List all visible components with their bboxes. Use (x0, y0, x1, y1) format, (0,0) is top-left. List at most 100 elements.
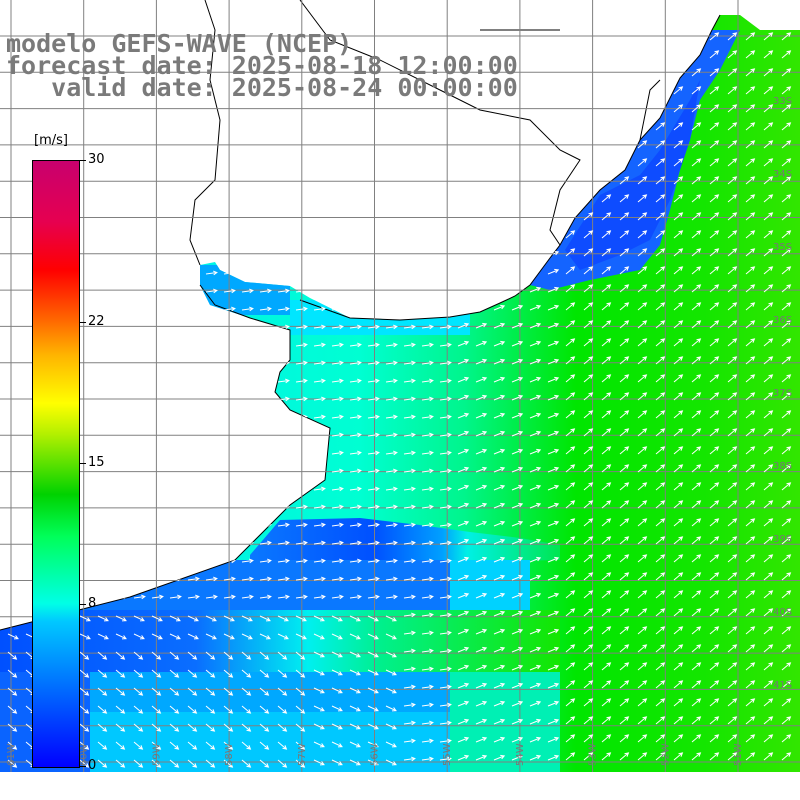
wind-arrow (385, 432, 398, 438)
wind-arrow (331, 162, 344, 168)
wind-arrow (619, 356, 630, 365)
wind-arrow (169, 378, 182, 384)
wind-arrow (655, 158, 666, 167)
wind-arrow (349, 360, 362, 366)
latitude-label: 33S (773, 96, 792, 107)
wind-arrow (475, 736, 488, 743)
wind-arrow (727, 302, 738, 311)
wind-arrow (349, 558, 362, 564)
wind-arrow (493, 556, 506, 563)
wind-arrow (709, 662, 720, 671)
wind-arrow (97, 144, 110, 150)
wind-arrow (421, 576, 434, 582)
wind-arrow (313, 504, 326, 510)
wind-arrow (529, 754, 542, 761)
wind-arrow (655, 212, 666, 221)
wind-arrow (97, 414, 110, 420)
wind-arrow (313, 414, 326, 420)
wind-arrow (205, 450, 218, 456)
wind-arrow (115, 306, 128, 312)
wind-arrow (493, 628, 506, 635)
wind-arrow (691, 572, 702, 581)
wind-arrow (601, 698, 612, 707)
wind-arrow (169, 705, 180, 714)
wind-arrow (781, 284, 792, 293)
wind-arrow (439, 198, 452, 204)
wind-arrow (187, 633, 199, 640)
wind-arrow (511, 610, 524, 617)
wind-arrow (583, 284, 594, 293)
wind-arrow (601, 302, 612, 311)
wind-arrow (691, 230, 702, 239)
wind-arrow (565, 446, 576, 455)
wind-arrow (637, 446, 648, 455)
wind-arrow (511, 358, 524, 365)
wind-arrow (295, 615, 307, 622)
wind-arrow (511, 538, 524, 545)
wind-arrow (205, 633, 217, 640)
wind-arrow (565, 122, 576, 131)
wind-arrow (601, 194, 612, 203)
wind-arrow (259, 234, 272, 240)
wind-arrow (727, 176, 738, 185)
wind-arrow (43, 126, 56, 132)
wind-arrow (511, 124, 524, 131)
wind-arrow (565, 86, 576, 95)
wind-arrow (115, 162, 128, 168)
wind-arrow (619, 518, 630, 527)
wind-arrow (331, 504, 344, 510)
wind-arrow (709, 554, 720, 563)
wind-arrow (529, 304, 542, 311)
wind-arrow (673, 122, 684, 131)
wind-arrow (745, 482, 756, 491)
wind-arrow (583, 212, 594, 221)
wind-arrow (583, 374, 594, 383)
wind-arrow (151, 378, 164, 384)
wind-arrow (421, 126, 434, 132)
wind-arrow (529, 574, 542, 581)
wind-arrow (745, 212, 756, 221)
wind-arrow (151, 306, 164, 312)
wind-arrow (565, 338, 576, 347)
wind-arrow (709, 446, 720, 455)
wind-arrow (763, 104, 774, 113)
wind-arrow (367, 759, 379, 766)
wind-arrow (547, 52, 560, 59)
wind-arrow (583, 716, 594, 725)
wind-arrow (709, 716, 720, 725)
wind-arrow (403, 756, 416, 762)
wind-arrow (781, 122, 792, 131)
wind-arrow (313, 378, 326, 384)
wind-arrow (439, 738, 452, 744)
wind-arrow (655, 716, 666, 725)
wind-arrow (7, 687, 18, 696)
wind-arrow (331, 633, 343, 640)
wind-arrow (583, 644, 594, 653)
wind-arrow (295, 324, 308, 330)
wind-arrow (781, 590, 792, 599)
wind-arrow (277, 723, 288, 732)
wind-arrow (691, 248, 702, 257)
wind-arrow (511, 376, 524, 383)
wind-arrow (151, 414, 164, 420)
wind-arrow (205, 741, 216, 750)
wind-arrow (673, 266, 684, 275)
wind-arrow (331, 594, 344, 600)
wind-arrow (367, 723, 379, 730)
wind-arrow (79, 651, 90, 660)
wind-arrow (169, 270, 182, 276)
wind-arrow (259, 126, 272, 132)
wind-arrow (529, 340, 542, 347)
wind-arrow (619, 122, 630, 131)
wind-arrow (115, 615, 127, 622)
wind-arrow (547, 484, 560, 491)
wind-arrow (331, 378, 344, 384)
wind-arrow (781, 266, 792, 275)
wind-arrow (637, 356, 648, 365)
wind-arrow (205, 414, 218, 420)
wind-arrow (619, 338, 630, 347)
wind-arrow (781, 32, 792, 41)
wind-arrow (583, 230, 594, 239)
wind-arrow (727, 158, 738, 167)
wind-arrow (295, 705, 306, 714)
